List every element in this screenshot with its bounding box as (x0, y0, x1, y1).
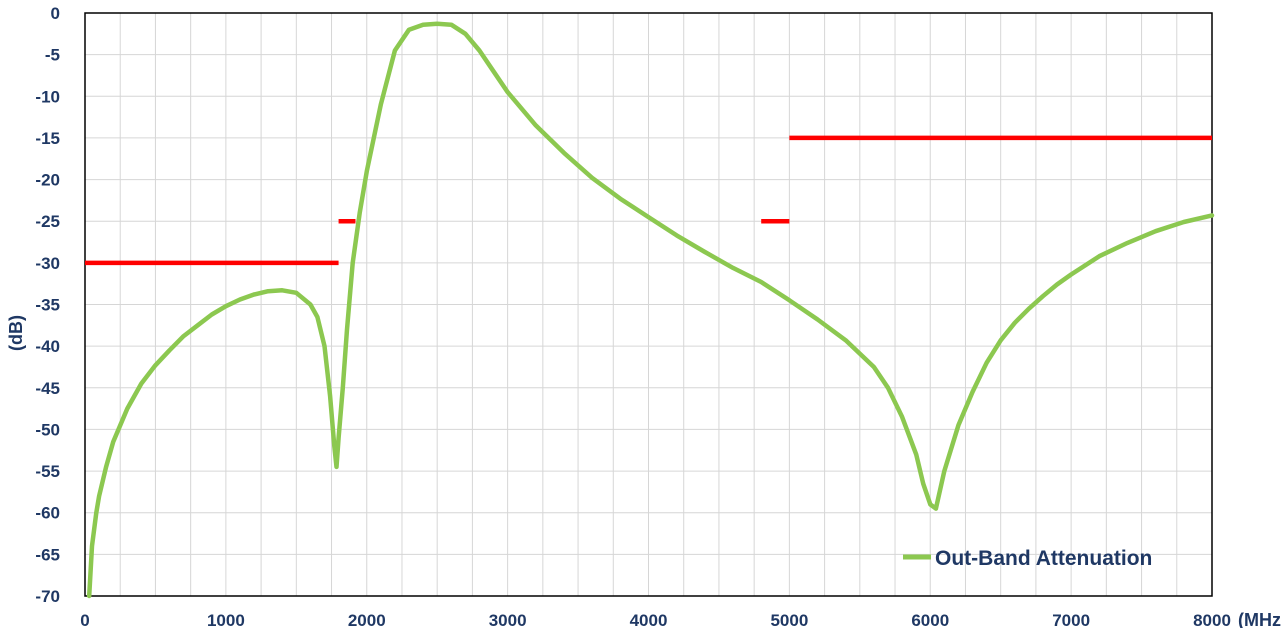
series-line-out-band-attenuation (86, 21, 1215, 599)
y-tick-label: -70 (35, 587, 60, 606)
y-tick-label: -20 (35, 171, 60, 190)
plot-frame (84, 12, 1213, 597)
x-tick-labels: 0 1000 2000 3000 4000 5000 6000 7000 8000 (80, 611, 1231, 628)
legend-label: Out-Band Attenuation (935, 547, 1152, 570)
y-tick-label: -50 (35, 420, 60, 439)
y-tick-label: -45 (35, 379, 60, 398)
y-tick-labels: 0 -5 -10 -15 -20 -25 -30 -35 -40 -45 -50 -55 -60 -65 -… (35, 4, 60, 606)
y-tick-label: -55 (35, 462, 60, 481)
x-tick-label: 0 (80, 611, 89, 628)
y-axis-title: (dB) (6, 315, 26, 351)
grid (84, 12, 1213, 597)
x-tick-label: 6000 (911, 611, 949, 628)
y-tick-label: -5 (45, 46, 60, 65)
y-tick-label: -65 (35, 545, 60, 564)
y-tick-label: -25 (35, 212, 60, 231)
x-tick-label: 2000 (348, 611, 386, 628)
y-tick-label: -10 (35, 87, 60, 106)
x-tick-label: 3000 (489, 611, 527, 628)
x-axis-title: (MHz (1238, 610, 1281, 628)
y-tick-label: -40 (35, 337, 60, 356)
y-tick-label: -35 (35, 296, 60, 315)
legend: Out-Band Attenuation (903, 547, 1152, 570)
x-tick-label: 7000 (1052, 611, 1090, 628)
spec-limit-lines (85, 135, 1212, 266)
x-tick-label: 1000 (207, 611, 245, 628)
y-tick-label: 0 (51, 4, 60, 23)
x-tick-label: 4000 (630, 611, 668, 628)
x-tick-label: 8000 (1193, 611, 1231, 628)
y-tick-label: -15 (35, 129, 60, 148)
y-tick-label: -30 (35, 254, 60, 273)
x-tick-label: 5000 (770, 611, 808, 628)
y-tick-label: -60 (35, 504, 60, 523)
